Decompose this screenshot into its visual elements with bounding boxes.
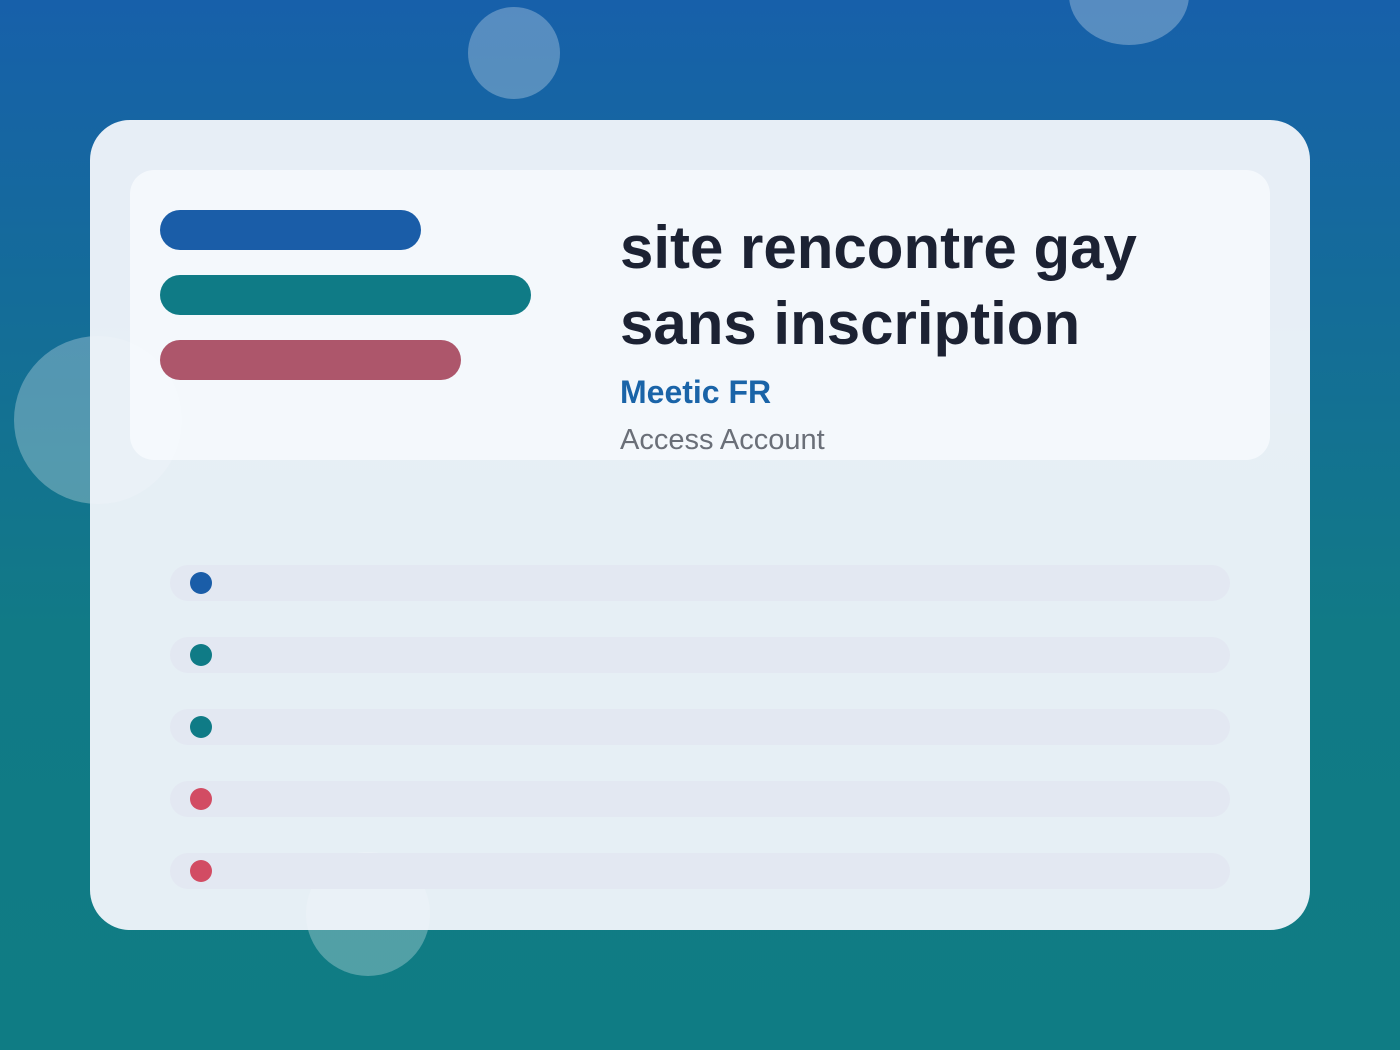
- list-row: [170, 853, 1230, 889]
- brand[interactable]: Meetic FR: [620, 374, 772, 410]
- dot: [190, 716, 212, 738]
- decor-bar: [160, 275, 531, 315]
- card: site rencontre gay sans inscription Meet…: [90, 120, 1310, 930]
- list-row: [170, 637, 1230, 673]
- hero: site rencontre gay sans inscription Meet…: [130, 170, 1270, 460]
- subtitle[interactable]: Access Account: [620, 424, 825, 456]
- decor-bar: [160, 210, 421, 250]
- dot: [190, 572, 212, 594]
- list-row: [170, 565, 1230, 601]
- dot: [190, 788, 212, 810]
- list-row: [170, 781, 1230, 817]
- bubble: [1069, 0, 1189, 45]
- title: site rencontre gay sans inscription: [620, 214, 1137, 357]
- dot: [190, 644, 212, 666]
- decor-bar: [160, 340, 461, 380]
- dot: [190, 860, 212, 882]
- list-row: [170, 709, 1230, 745]
- bubble: [468, 7, 560, 99]
